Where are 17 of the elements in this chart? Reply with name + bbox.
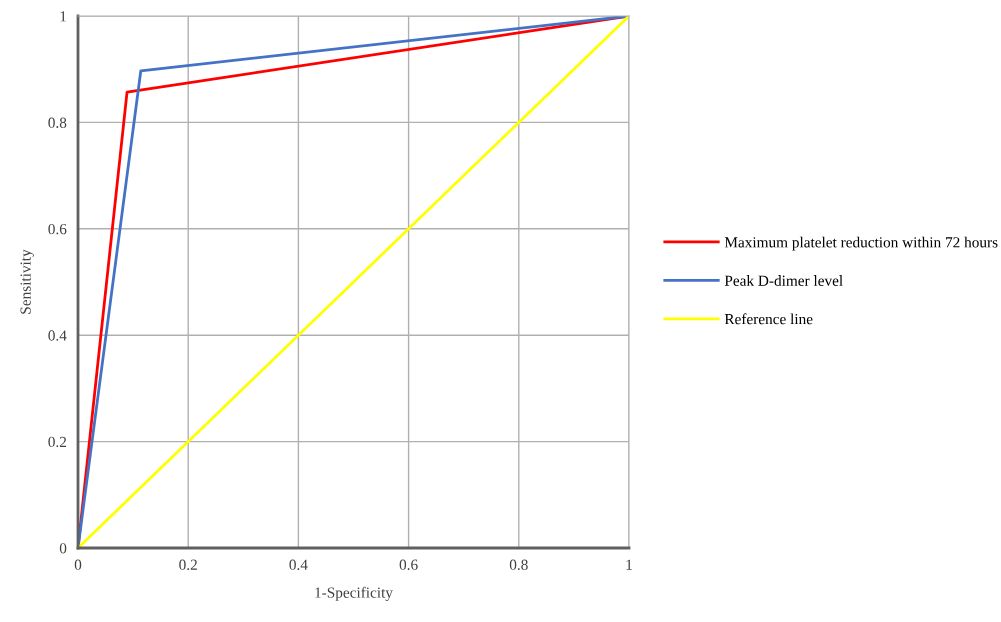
- x-tick-label: 0: [74, 559, 82, 570]
- y-tick-label: 0: [59, 543, 67, 554]
- x-tick-label: 0.2: [179, 559, 197, 570]
- x-tick-label: 1: [626, 559, 632, 570]
- legend-label: Peak D-dimer level: [724, 275, 843, 286]
- legend-label: Maximum platelet reduction within 72 hours: [724, 236, 998, 251]
- x-axis-title: 1-Specificity: [315, 586, 393, 601]
- x-tick-label: 0.4: [289, 559, 308, 570]
- y-tick-label: 0.4: [48, 330, 67, 341]
- x-tick-label: 0.6: [399, 559, 418, 570]
- y-axis-title: Sensitivity: [20, 249, 34, 314]
- y-tick-label: 0.8: [48, 117, 67, 128]
- y-tick-label: 0.2: [48, 436, 67, 448]
- legend-label: Reference line: [724, 313, 813, 325]
- y-tick-label: 1: [60, 11, 66, 22]
- y-tick-label: 0.6: [48, 223, 67, 235]
- x-tick-label: 0.8: [509, 559, 528, 570]
